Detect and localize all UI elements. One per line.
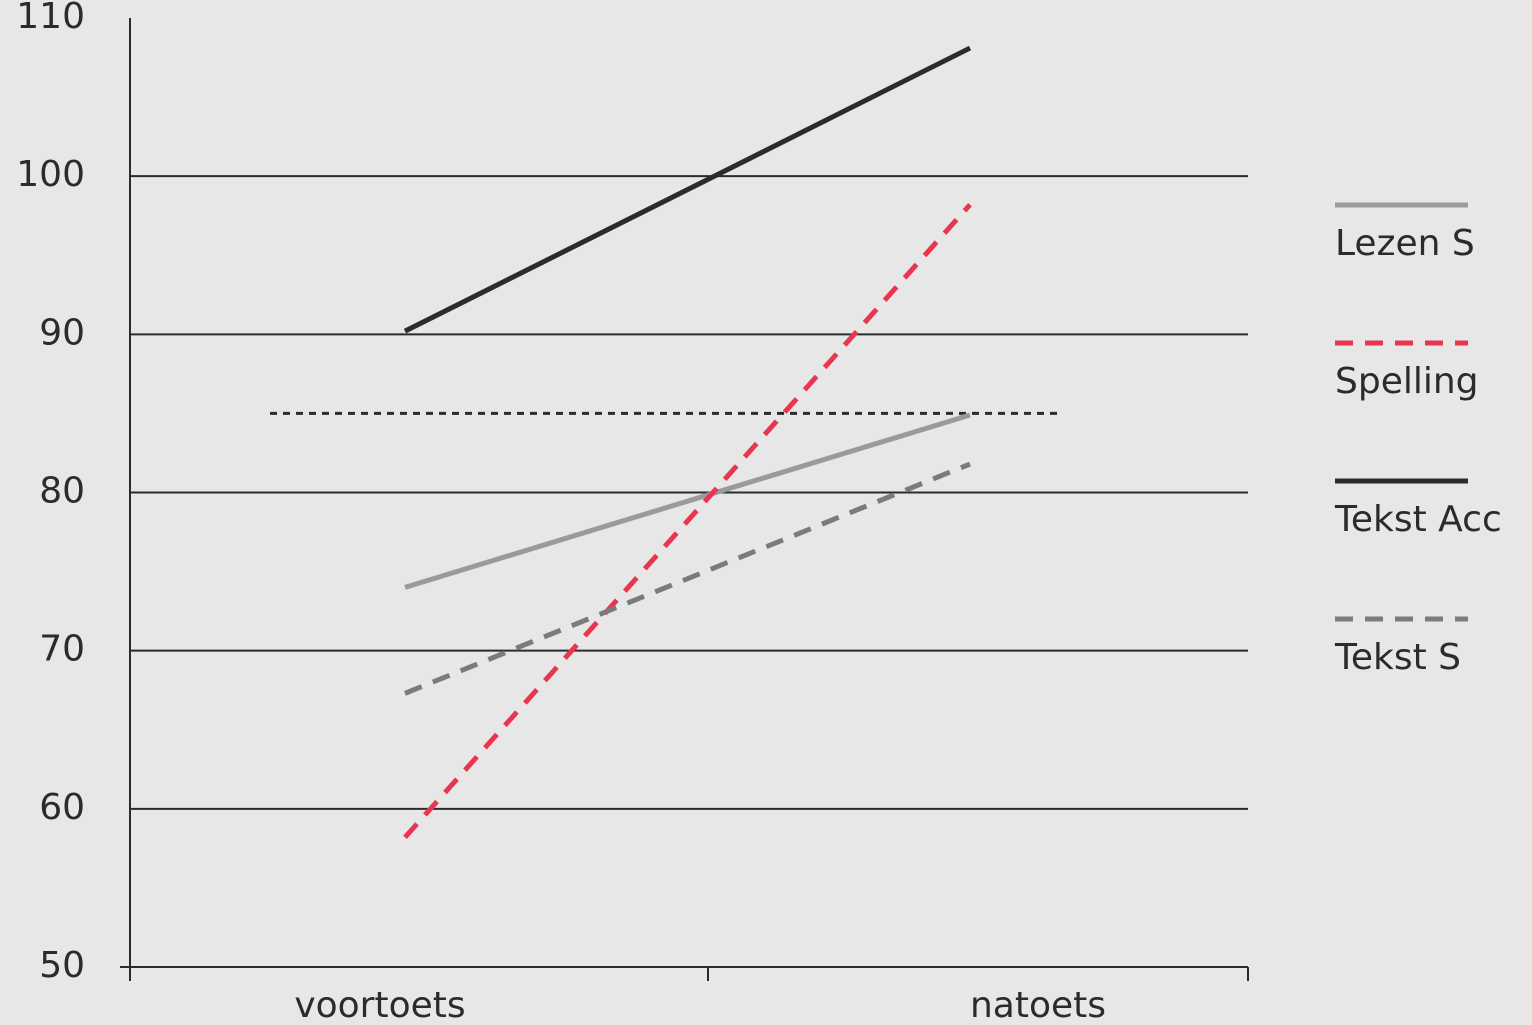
series-line (404, 461, 971, 696)
series-line (403, 202, 972, 839)
x-tick-label: voortoets (294, 985, 465, 1025)
y-tick-label: 110 (16, 0, 85, 37)
legend-label: Tekst Acc (1334, 499, 1502, 540)
series-line (404, 412, 971, 590)
y-tick-label: 80 (39, 471, 85, 512)
y-tick-label: 90 (39, 312, 85, 353)
series-line (403, 45, 972, 334)
y-tick-label: 100 (16, 154, 85, 195)
legend-label: Spelling (1335, 361, 1479, 402)
y-tick-label: 60 (39, 787, 85, 828)
y-tick-label: 50 (39, 945, 85, 986)
x-tick-label: natoets (970, 985, 1106, 1025)
y-tick-label: 70 (39, 629, 85, 670)
legend-label: Lezen S (1335, 223, 1475, 264)
legend-label: Tekst S (1334, 637, 1461, 678)
